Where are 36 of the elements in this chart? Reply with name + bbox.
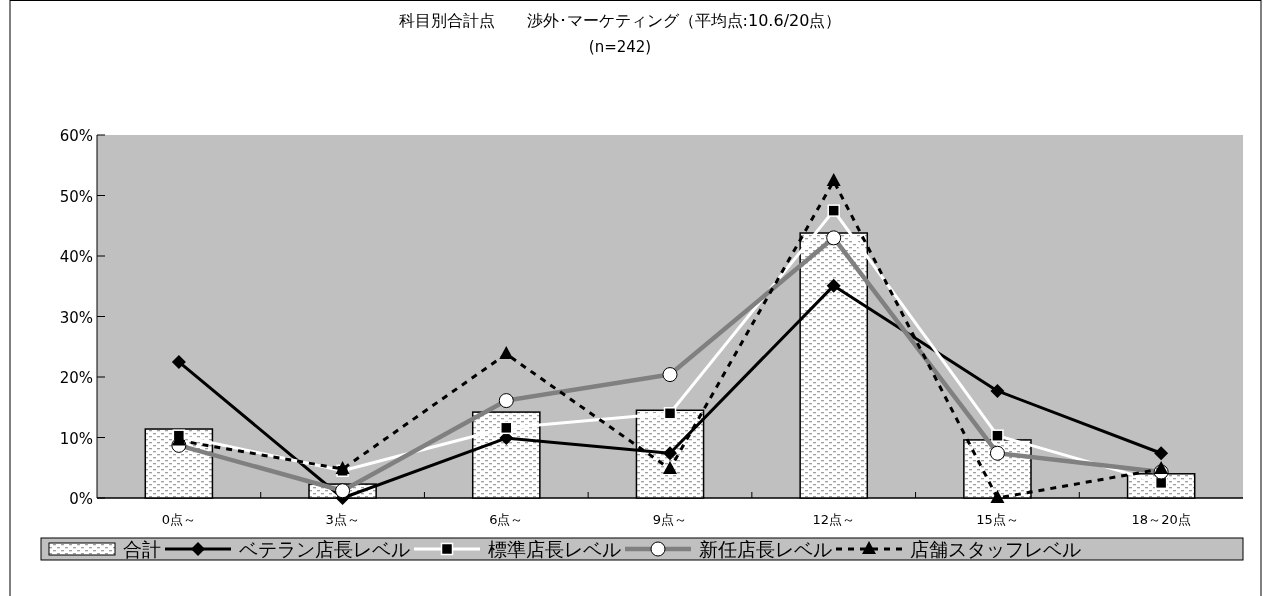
y-tick-label: 30% — [59, 308, 93, 327]
point — [826, 172, 841, 186]
legend-label: 店舗スタッフレベル — [910, 538, 1081, 560]
point — [663, 407, 677, 420]
point — [499, 346, 514, 360]
y-tick-label: 10% — [59, 429, 93, 448]
point — [335, 460, 350, 474]
x-tick-label: 0点～ — [161, 512, 196, 527]
point — [990, 383, 1005, 398]
point — [1154, 460, 1169, 474]
x-tick-label: 9点～ — [652, 512, 688, 527]
legend-label: 新任店長レベル — [699, 538, 832, 560]
x-tick-label: 3点～ — [325, 512, 360, 527]
y-tick-label: 60% — [59, 127, 93, 145]
legend-label: ベテラン店長レベル — [239, 538, 410, 560]
point — [171, 354, 186, 369]
x-tick-label: 6点～ — [489, 512, 524, 527]
x-tick-label: 18～20点 — [1131, 512, 1191, 527]
point — [990, 490, 1005, 503]
point — [663, 446, 677, 461]
point — [663, 460, 677, 474]
point — [500, 421, 513, 435]
point — [826, 278, 841, 293]
point — [1154, 446, 1169, 461]
point — [991, 429, 1004, 442]
y-tick-label: 0% — [69, 490, 93, 508]
point — [827, 204, 840, 217]
legend-label: 合計 — [123, 538, 161, 560]
x-tick-label: 15点～ — [976, 512, 1019, 527]
x-tick-label: 12点～ — [812, 512, 855, 527]
y-tick-label: 20% — [59, 369, 93, 387]
y-tick-label: 40% — [59, 248, 93, 266]
chart-title: 科目別合計点 渉外･マーケティング（平均点:10.6/20点） — [398, 11, 842, 30]
chart-subtitle: (n=242) — [588, 38, 652, 56]
legend-label: 標準店長レベル — [488, 538, 621, 560]
y-tick-label: 50% — [59, 187, 93, 206]
